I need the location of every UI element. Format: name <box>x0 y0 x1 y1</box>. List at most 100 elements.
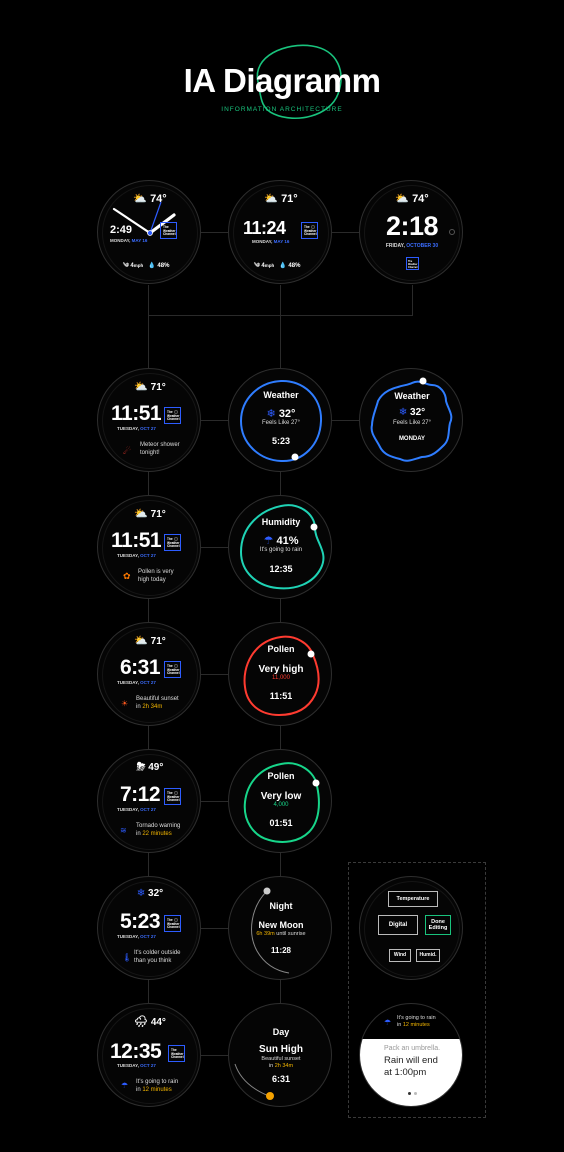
logo-text: Channel <box>167 418 179 422</box>
humidity-detail-face[interactable]: Humidity ☂ 41% It's going to rain 12:35 <box>228 495 332 599</box>
date-day: TUESDAY, <box>117 1063 139 1068</box>
notification-text: than you think <box>134 958 171 964</box>
storm-cloud-icon: ⛈ <box>137 761 146 773</box>
connector <box>201 928 228 929</box>
complication-value: Very high <box>229 664 333 675</box>
connector <box>332 420 359 421</box>
logo-text: Channel <box>167 545 179 549</box>
temperature: 71° <box>151 636 166 647</box>
notification-text: Pollen is very <box>138 568 174 576</box>
digital-time: 11:51 <box>111 402 161 426</box>
connector <box>201 1055 228 1056</box>
connector <box>332 232 359 233</box>
digital-time: 12:35 <box>110 1040 161 1064</box>
connector <box>201 674 228 675</box>
connector <box>148 599 149 622</box>
watch-face-notification[interactable]: 🌧 44° 12:35 TUESDAY, OCT 27 The Weather Ch… <box>97 1003 201 1107</box>
complication-subtext: Feels Like 27° <box>360 419 464 427</box>
day-detail-face[interactable]: Day Sun High Beautiful sunset in 2h 34m … <box>228 1003 332 1107</box>
digital-time: 6:31 <box>120 656 160 680</box>
done-editing-button[interactable]: Done Editing <box>425 915 451 935</box>
notification-highlight: 2h 34m <box>142 704 162 710</box>
watch-face-digital[interactable]: ⛅ 71° 11:24 MONDAY, MAY 16 The Weather C… <box>228 180 332 284</box>
connector <box>280 599 281 622</box>
weather-detail-face[interactable]: Weather ❄ 32° Feels Like 27° 5:23 <box>228 368 332 472</box>
logo-text: Channel <box>167 926 179 930</box>
complication-value: Sun High <box>229 1044 333 1055</box>
night-detail-face[interactable]: Night New Moon 6h 39m until sunrise 11:2… <box>228 876 332 980</box>
digital-time: 12:35 <box>229 564 333 574</box>
connector <box>148 472 149 495</box>
snowflake-icon: ❄ <box>137 888 145 899</box>
watch-face-notification[interactable]: ⛅ 71° 11:51 TUESDAY, OCT 27 The Weather Ch… <box>97 495 201 599</box>
rain-notification-card[interactable]: ☂ It's going to rain in 12 minutes Pack a… <box>359 1003 463 1107</box>
meteor-icon: ☄ <box>123 446 131 457</box>
logo-text: Channel <box>163 233 175 237</box>
complication-subtext: Beautiful sunset <box>229 1056 333 1062</box>
page-dot[interactable] <box>414 1092 417 1095</box>
watch-face-analog[interactable]: ⛅ 74° 2:49 MONDAY, MAY 16 The Weather Ch… <box>97 180 201 284</box>
date-day: TUESDAY, <box>117 934 139 939</box>
weather-detail-face-alt[interactable]: Weather ❄ 32° Feels Like 27° MONDAY <box>359 368 463 472</box>
watch-face-large-time[interactable]: ⛅ 74° 2:18 FRIDAY, OCTOBER 30 The Weathe… <box>359 180 463 284</box>
complication-title: Humidity <box>229 517 333 527</box>
watch-face-notification[interactable]: ⛅ 71° 11:51 TUESDAY, OCT 27 The Weather Ch… <box>97 368 201 472</box>
complication-title: Night <box>229 901 333 911</box>
date-month: MAY 16 <box>274 239 290 244</box>
connector <box>148 315 149 368</box>
date-day: MONDAY, <box>252 239 272 244</box>
digital-option[interactable]: Digital <box>378 915 418 935</box>
sunset-icon: ☀ <box>121 699 128 708</box>
connector <box>412 285 413 315</box>
logo-text: Channel <box>408 267 417 270</box>
notification-text: It's going to rain <box>397 1015 436 1022</box>
digital-time: 5:23 <box>229 436 333 446</box>
date-day: FRIDAY, <box>386 243 405 249</box>
settings-dot-icon <box>174 537 178 541</box>
humidity-option[interactable]: Humid. <box>416 949 440 962</box>
date-month: OCT 27 <box>140 1063 156 1068</box>
connector <box>148 285 149 315</box>
date-month: OCTOBER 30 <box>406 243 438 249</box>
date-month: OCT 27 <box>140 680 156 685</box>
editing-mode-face[interactable]: Temperature Digital Done Editing Wind Hu… <box>359 876 463 980</box>
watch-face-notification[interactable]: ⛅ 71° 6:31 TUESDAY, OCT 27 The Weather Cha… <box>97 622 201 726</box>
notification-highlight: 12 minutes <box>142 1087 171 1093</box>
pollen-detail-face[interactable]: Pollen Very low 4,000 01:51 <box>228 749 332 853</box>
digital-time: 01:51 <box>229 818 333 828</box>
pollen-icon: ✿ <box>123 571 131 582</box>
pollen-detail-face[interactable]: Pollen Very high 11,000 11:51 <box>228 622 332 726</box>
notification-highlight: 12 minutes <box>403 1022 430 1028</box>
thermometer-icon: 🌡 <box>122 953 132 962</box>
date-day: TUESDAY, <box>117 553 139 558</box>
digital-time: 11:51 <box>229 691 333 701</box>
temperature: 71° <box>151 382 166 393</box>
page-subtitle: INFORMATION ARCHITECTURE <box>0 106 564 113</box>
connector <box>280 980 281 1003</box>
page-dot-active[interactable] <box>408 1092 411 1095</box>
complication-value: New Moon <box>229 920 333 930</box>
notification-text: Tornado warning <box>136 822 180 830</box>
temperature-option[interactable]: Temperature <box>388 891 438 907</box>
watch-face-notification[interactable]: ❄ 32° 5:23 TUESDAY, OCT 27 The Weather Cha… <box>97 876 201 980</box>
wind-unit: mph <box>134 263 144 268</box>
date-month: OCT 27 <box>140 807 156 812</box>
wind-unit: mph <box>265 263 275 268</box>
notification-text: It's colder outside <box>134 949 181 957</box>
wind-option[interactable]: Wind <box>389 949 411 962</box>
connector <box>280 726 281 749</box>
connector <box>280 853 281 876</box>
logo-text: Channel <box>171 1056 183 1060</box>
logo-text: Channel <box>167 672 179 676</box>
date-month: OCT 27 <box>140 553 156 558</box>
watch-face-notification[interactable]: ⛈ 49° 7:12 TUESDAY, OCT 27 The Weather Cha… <box>97 749 201 853</box>
complication-subtext: Feels Like 27° <box>229 419 333 427</box>
date-day: TUESDAY, <box>117 426 139 431</box>
logo-text: Channel <box>304 233 316 237</box>
card-hint-text: Pack an umbrella. <box>384 1045 440 1052</box>
date-month: OCT 27 <box>140 426 156 431</box>
complication-title: Weather <box>229 390 333 400</box>
umbrella-icon: ☂ <box>121 1081 128 1090</box>
digital-time: 5:23 <box>120 910 160 934</box>
settings-dot-icon <box>174 918 178 922</box>
